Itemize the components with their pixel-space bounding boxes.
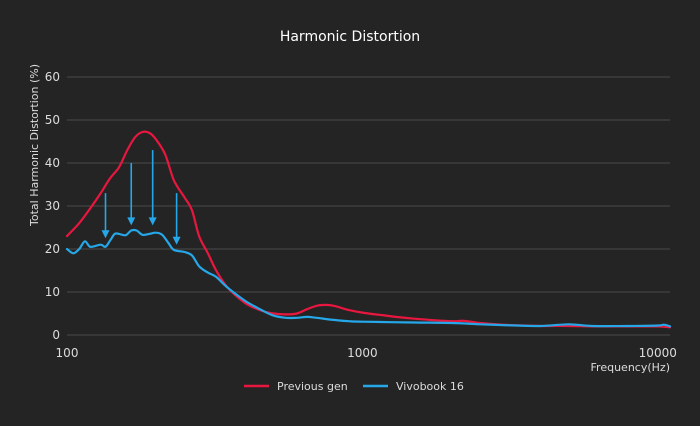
improvement-arrows: [101, 150, 181, 245]
y-tick-label-10: 10: [45, 285, 60, 299]
x-tick-labels: 100 1000 10000: [56, 346, 677, 360]
arrow-head-3: [148, 217, 157, 226]
x-tick-label-1000: 1000: [347, 346, 378, 360]
grid-lines: [67, 76, 670, 336]
y-axis-title: Total Harmonic Distortion (%): [28, 64, 41, 227]
y-tick-label-20: 20: [45, 242, 60, 256]
series-lines: [65, 130, 672, 329]
arrow-head-4: [172, 236, 181, 245]
y-tick-label-0: 0: [52, 328, 60, 342]
series-line-previous-gen: [65, 130, 672, 329]
y-tick-label-30: 30: [45, 199, 60, 213]
y-tick-label-60: 60: [45, 70, 60, 84]
legend-label-vivobook-16: Vivobook 16: [396, 380, 464, 393]
legend-label-previous-gen: Previous gen: [277, 380, 348, 393]
series-line-vivobook-16: [65, 228, 672, 328]
chart-title: Harmonic Distortion: [280, 29, 420, 45]
x-tick-label-10000: 10000: [639, 346, 677, 360]
x-axis-title: Frequency(Hz): [591, 361, 670, 374]
y-tick-labels: 0 10 20 30 40 50 60: [45, 70, 60, 342]
arrow-head-2: [127, 217, 136, 226]
legend: Previous gen Vivobook 16: [244, 380, 464, 393]
y-tick-label-50: 50: [45, 113, 60, 127]
x-tick-label-100: 100: [56, 346, 79, 360]
arrow-head-1: [101, 230, 110, 239]
y-tick-label-40: 40: [45, 156, 60, 170]
